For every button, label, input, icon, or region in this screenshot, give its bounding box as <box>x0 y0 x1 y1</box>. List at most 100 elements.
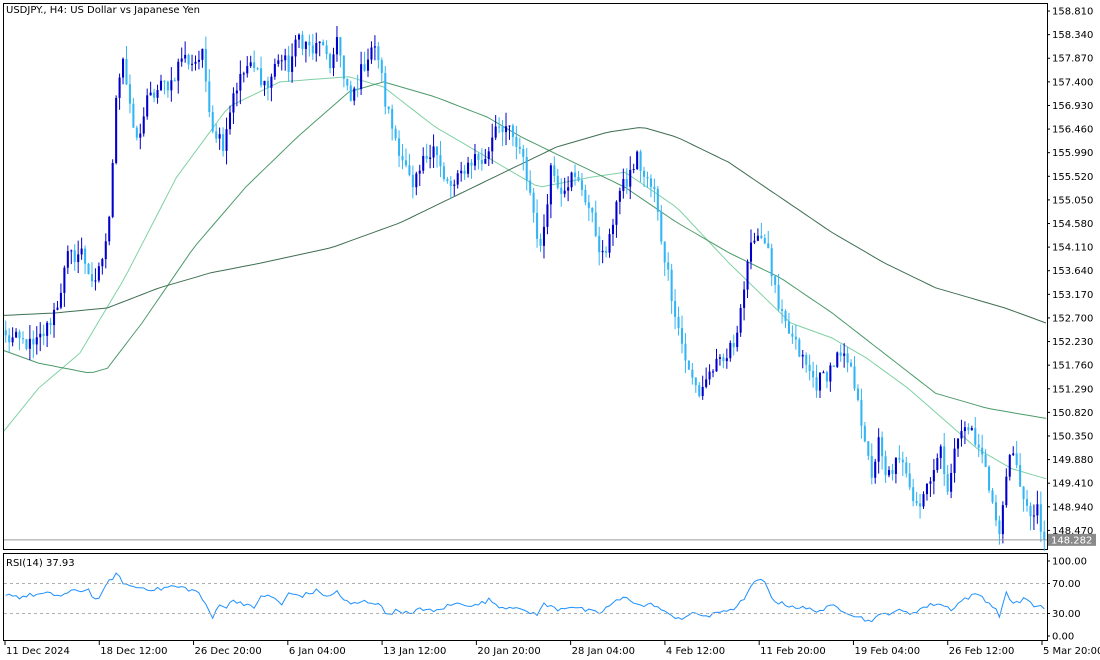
candle-body <box>529 180 532 193</box>
rsi-line <box>5 572 1045 623</box>
candle-body <box>504 126 508 133</box>
price-tick-label: 157.400 <box>1052 77 1093 88</box>
candle-body <box>739 307 742 333</box>
candle-body <box>536 212 539 239</box>
price-tick-label: 150.350 <box>1052 431 1093 442</box>
candle-body <box>370 47 373 60</box>
candle-body <box>39 333 42 338</box>
candle-body <box>1036 504 1039 516</box>
candle-body <box>456 173 459 185</box>
candles <box>4 25 1046 551</box>
candle-body <box>525 156 528 181</box>
candle-body <box>491 137 494 152</box>
candle-body <box>615 201 618 225</box>
candle-body <box>963 427 966 432</box>
price-tick-label: 151.290 <box>1052 384 1093 395</box>
candle-body <box>463 170 466 174</box>
price-tick-label: 149.880 <box>1052 455 1093 466</box>
candle-body <box>894 457 897 474</box>
candle-body <box>477 154 480 160</box>
candle-body <box>35 337 38 345</box>
candle-body <box>767 243 770 249</box>
candle-body <box>825 372 828 382</box>
candle-body <box>201 48 204 60</box>
candle-body <box>239 74 242 91</box>
candle-body <box>508 125 511 127</box>
candle-body <box>625 179 628 187</box>
time-tick-label: 11 Dec 2024 <box>6 646 70 657</box>
candle-body <box>1032 515 1035 517</box>
candle-body <box>725 358 728 362</box>
candle-body <box>4 330 7 336</box>
candle-body <box>170 80 173 91</box>
candle-body <box>401 155 404 161</box>
moving-average-line <box>3 76 1047 480</box>
candle-body <box>518 146 521 149</box>
candle-body <box>28 338 31 349</box>
candle-body <box>218 134 221 139</box>
candle-body <box>135 127 138 138</box>
candle-body <box>867 441 870 456</box>
candle-body <box>877 437 880 462</box>
candle-body <box>756 235 759 241</box>
candle-body <box>943 446 946 475</box>
candle-body <box>622 179 625 191</box>
candle-body <box>922 494 925 507</box>
candle-body <box>277 60 280 64</box>
candle-body <box>294 39 297 57</box>
rsi-tick-label: 0.00 <box>1052 632 1074 643</box>
candle-body <box>919 503 922 507</box>
candle-body <box>125 58 128 85</box>
candle-body <box>915 501 918 504</box>
candle-body <box>280 60 283 62</box>
candle-body <box>191 63 194 65</box>
candle-body <box>177 61 180 81</box>
candle-body <box>422 155 425 171</box>
candle-body <box>753 240 756 243</box>
main-plot-frame <box>3 3 1048 550</box>
candle-body <box>122 58 125 78</box>
candle-body <box>801 354 804 357</box>
candle-body <box>832 365 835 367</box>
candle-body <box>1022 486 1025 500</box>
price-tick-label: 152.230 <box>1052 337 1093 348</box>
candle-body <box>570 172 573 188</box>
candle-body <box>743 289 746 308</box>
price-tick-label: 154.110 <box>1052 243 1093 254</box>
candle-body <box>18 331 21 339</box>
candle-body <box>718 357 721 359</box>
candle-body <box>777 284 780 310</box>
candle-body <box>532 192 535 213</box>
candle-body <box>732 342 735 348</box>
candle-body <box>467 162 470 174</box>
candle-body <box>249 62 252 67</box>
candle-body <box>132 103 135 128</box>
candle-body <box>484 158 487 164</box>
candle-body <box>770 248 773 277</box>
candle-body <box>232 93 235 113</box>
candle-body <box>843 353 846 356</box>
price-tick-label: 158.810 <box>1052 7 1093 18</box>
candle-body <box>653 186 656 189</box>
candle-body <box>52 309 56 326</box>
candle-body <box>80 248 83 255</box>
candle-body <box>266 80 269 88</box>
candle-body <box>180 58 183 62</box>
rsi-axis: 100.00 70.00 30.00 0.00 <box>4 557 1087 643</box>
price-tick-label: 158.340 <box>1052 30 1093 41</box>
candle-body <box>684 343 687 361</box>
candle-body <box>215 131 218 139</box>
candle-body <box>611 224 615 235</box>
candle-body <box>746 261 749 290</box>
candle-body <box>225 129 228 151</box>
candle-body <box>222 134 225 151</box>
candle-body <box>967 427 970 431</box>
candle-body <box>925 483 928 495</box>
candle-body <box>839 352 842 356</box>
candle-body <box>605 250 608 253</box>
candle-body <box>677 316 680 329</box>
candle-body <box>429 157 432 159</box>
candle-body <box>139 133 142 138</box>
candle-body <box>646 176 649 179</box>
candle-body <box>908 473 911 488</box>
